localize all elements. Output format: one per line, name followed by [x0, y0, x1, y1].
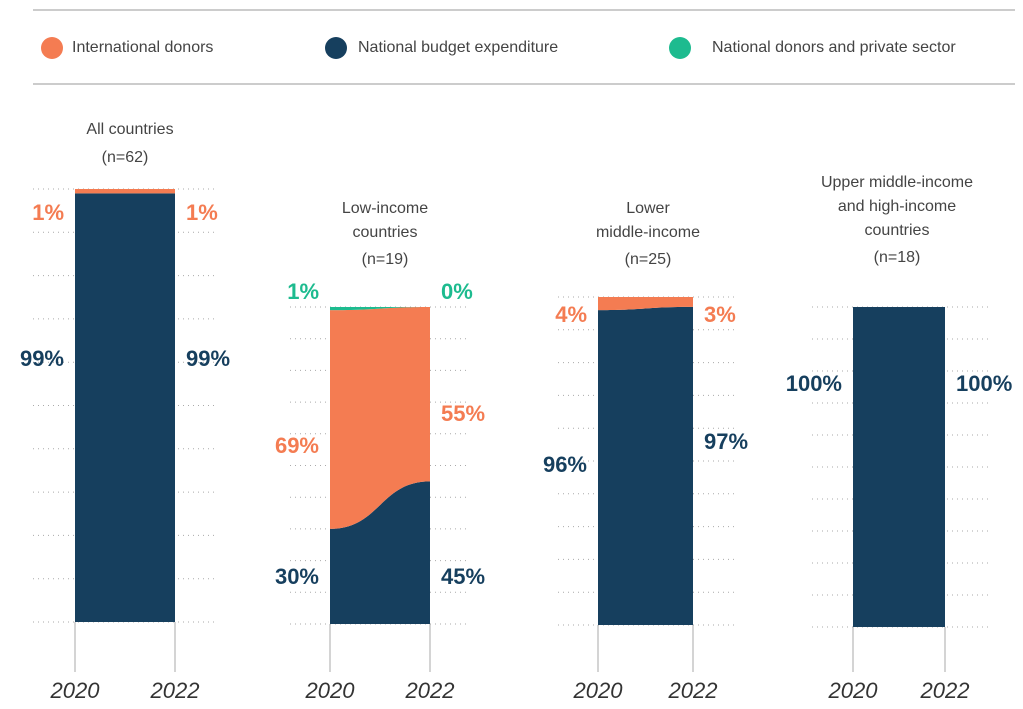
legend-swatch	[669, 37, 691, 59]
panel-title: Lower	[626, 200, 670, 217]
value-label: 69%	[275, 433, 319, 458]
legend-label: National donors and private sector	[712, 39, 956, 56]
value-label: 99%	[186, 346, 230, 371]
x-tick-label: 2022	[920, 678, 970, 703]
x-tick-label: 2020	[573, 678, 624, 703]
value-label: 30%	[275, 564, 319, 589]
x-tick-label: 2020	[828, 678, 879, 703]
value-label: 45%	[441, 564, 485, 589]
value-label: 1%	[32, 200, 64, 225]
area	[75, 189, 175, 194]
panel-title: Upper middle-income	[821, 174, 973, 191]
value-label: 0%	[441, 279, 473, 304]
panel-subtitle: (n=18)	[874, 249, 921, 266]
area	[330, 307, 430, 529]
value-label: 1%	[287, 279, 319, 304]
value-label: 1%	[186, 200, 218, 225]
area	[598, 306, 693, 625]
value-label: 3%	[704, 302, 736, 327]
area	[598, 297, 693, 311]
panel-title: All countries	[86, 121, 173, 138]
area	[853, 307, 945, 627]
x-tick-label: 2020	[305, 678, 356, 703]
value-label: 99%	[20, 346, 64, 371]
value-label: 55%	[441, 401, 485, 426]
area	[75, 193, 175, 622]
x-tick-label: 2022	[405, 678, 455, 703]
value-label: 97%	[704, 429, 748, 454]
panel-subtitle: (n=25)	[625, 251, 672, 268]
area	[330, 481, 430, 624]
panel-title: countries	[353, 224, 418, 241]
x-tick-label: 2022	[150, 678, 200, 703]
area	[330, 307, 430, 311]
legend-label: National budget expenditure	[358, 39, 558, 56]
panel-title: and high-income	[838, 198, 956, 215]
panel-title: countries	[865, 222, 930, 239]
panel-title: Low-income	[342, 200, 428, 217]
legend-swatch	[325, 37, 347, 59]
value-label: 96%	[543, 452, 587, 477]
value-label: 100%	[956, 371, 1012, 396]
legend-swatch	[41, 37, 63, 59]
panel-subtitle: (n=19)	[362, 251, 409, 268]
value-label: 4%	[555, 302, 587, 327]
panel-title: middle-income	[596, 224, 700, 241]
value-label: 100%	[786, 371, 842, 396]
x-tick-label: 2020	[50, 678, 101, 703]
panel-subtitle: (n=62)	[102, 149, 149, 166]
x-tick-label: 2022	[668, 678, 718, 703]
legend-label: International donors	[72, 39, 213, 56]
